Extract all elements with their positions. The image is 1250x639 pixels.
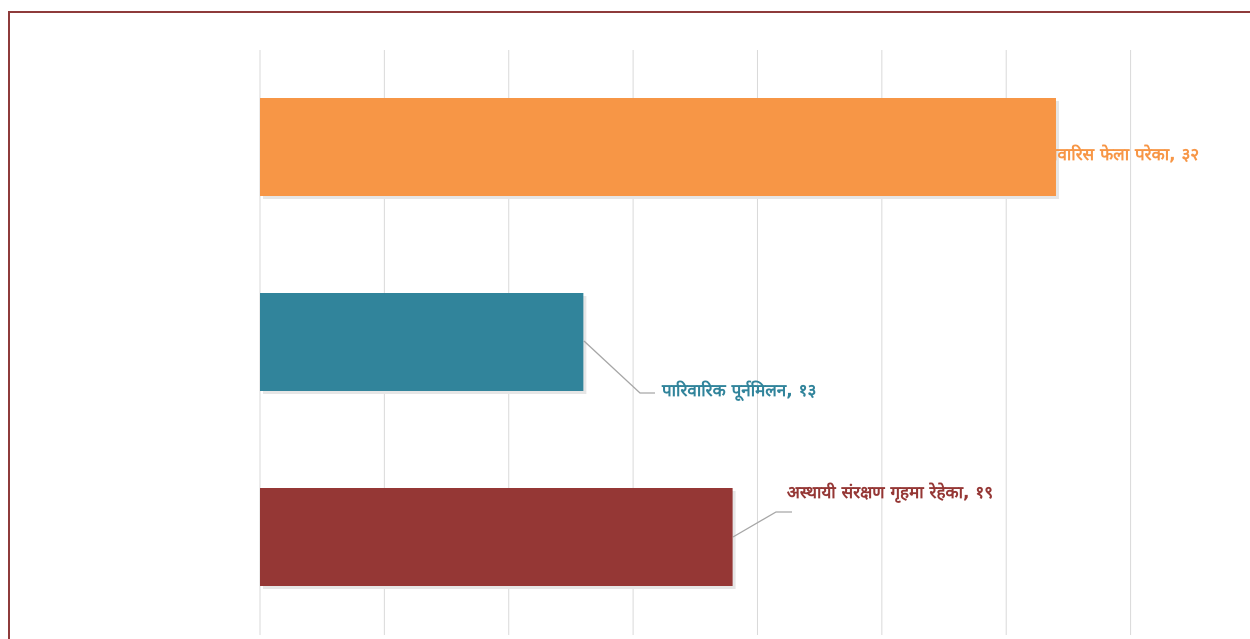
data-label: अस्थायी संरक्षण गृहमा रेहेका, १९ <box>786 483 994 503</box>
leader-line <box>583 340 655 394</box>
bar <box>260 488 733 586</box>
chart-frame <box>8 11 1250 639</box>
data-label: वेवारिस फेला परेका, ३२ <box>1048 145 1200 165</box>
bar <box>260 293 584 391</box>
data-label: पारिवारिक पूर्नमिलन, १३ <box>662 381 817 401</box>
bar <box>260 98 1056 196</box>
leader-line <box>732 511 792 538</box>
